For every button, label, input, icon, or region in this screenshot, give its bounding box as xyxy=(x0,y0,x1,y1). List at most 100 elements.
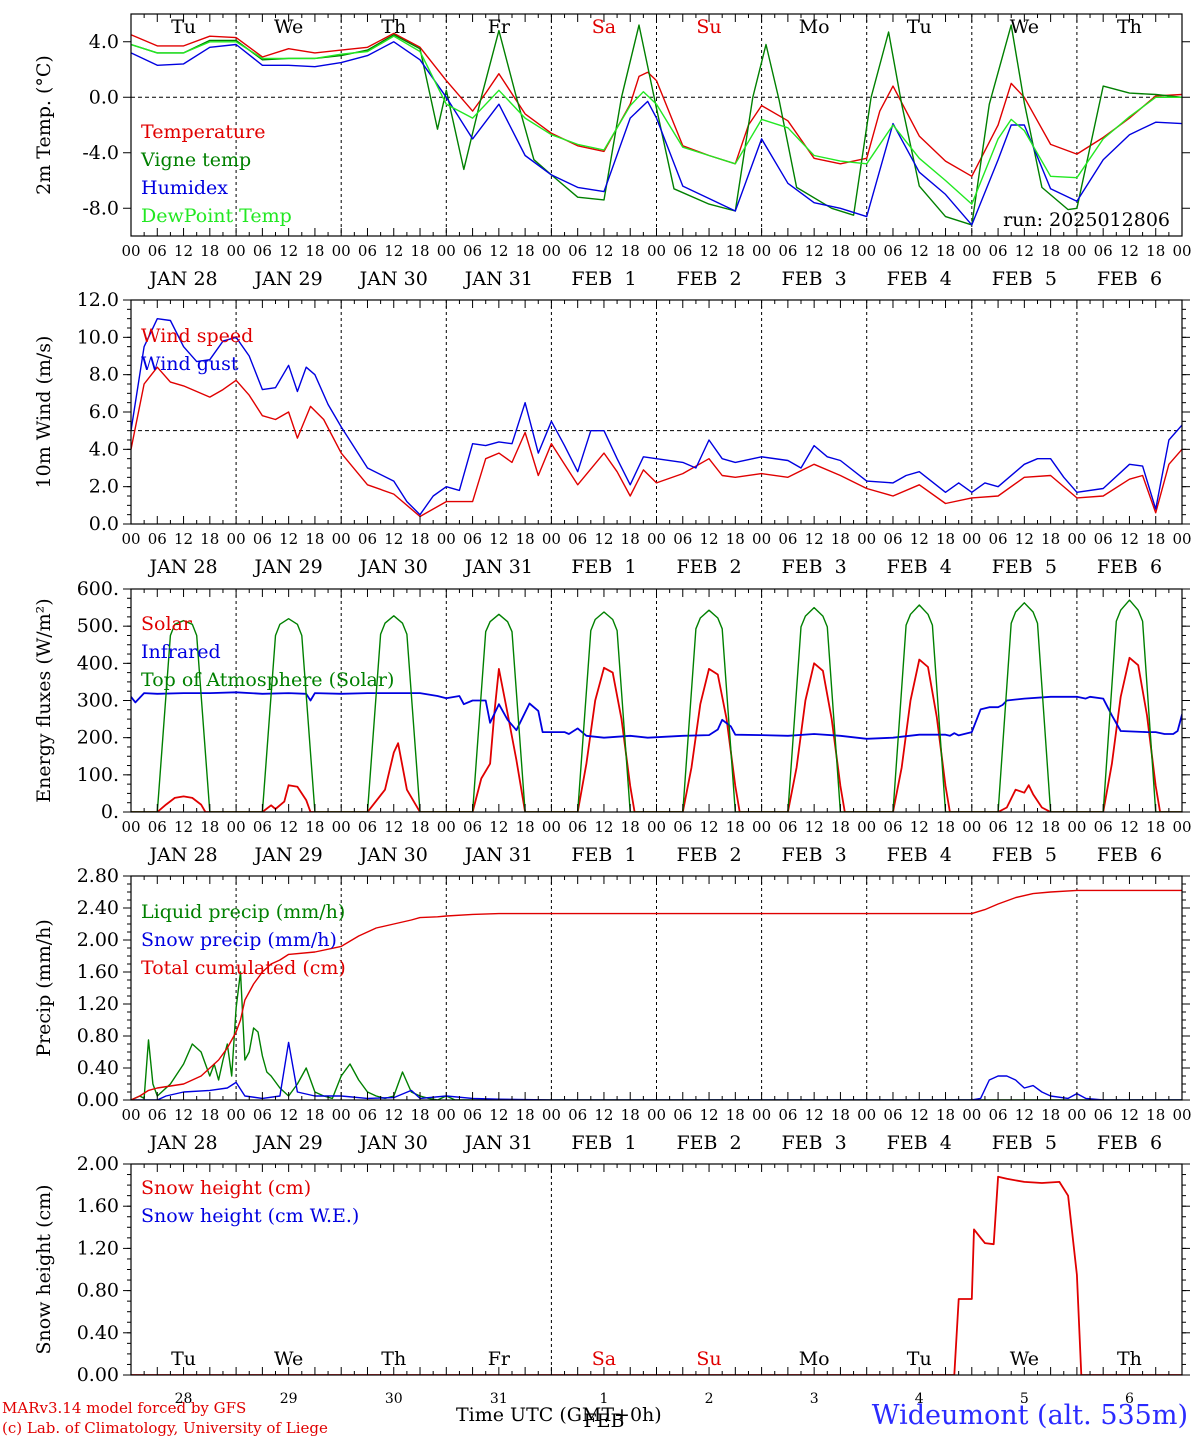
series-line-red xyxy=(131,1175,1182,1375)
day-number-label: 31 xyxy=(490,1391,508,1407)
hour-tick-label: 06 xyxy=(358,530,377,548)
month-label: FEB xyxy=(583,1410,624,1432)
hour-tick-label: 18 xyxy=(936,242,955,260)
hour-tick-label: 12 xyxy=(489,242,508,260)
hour-tick-label: 12 xyxy=(594,1106,613,1124)
hour-tick-label: 12 xyxy=(174,530,193,548)
weekday-label: Th xyxy=(1117,16,1142,38)
hour-tick-label: 00 xyxy=(647,818,666,836)
hour-tick-label: 18 xyxy=(1146,530,1165,548)
y-tick-label: 2.40 xyxy=(77,897,119,919)
date-label: JAN 30 xyxy=(358,556,428,578)
hour-tick-label: 12 xyxy=(910,530,929,548)
legend-entry: Humidex xyxy=(141,177,228,199)
run-label: run: 2025012806 xyxy=(1003,209,1170,231)
hour-tick-label: 12 xyxy=(594,530,613,548)
legend-entry: Vigne temp xyxy=(140,149,251,171)
series-line-lime xyxy=(131,35,1182,205)
legend-entry: DewPoint Temp xyxy=(141,205,292,227)
hour-tick-label: 00 xyxy=(121,818,140,836)
series-line-blue xyxy=(131,691,1182,740)
series-line-red xyxy=(131,656,1182,812)
hour-tick-label: 12 xyxy=(1120,818,1139,836)
hour-tick-label: 18 xyxy=(410,818,429,836)
hour-tick-label: 06 xyxy=(463,530,482,548)
hour-tick-label: 06 xyxy=(673,818,692,836)
hour-tick-label: 12 xyxy=(489,1106,508,1124)
y-tick-label: 4.0 xyxy=(89,31,119,53)
date-label: JAN 31 xyxy=(463,556,533,578)
hour-tick-label: 12 xyxy=(1120,1106,1139,1124)
hour-tick-label: 06 xyxy=(989,242,1008,260)
y-tick-label: 10.0 xyxy=(77,326,119,348)
weekday-label: Fr xyxy=(488,1348,511,1370)
day-number-label: 5 xyxy=(1020,1391,1029,1407)
date-label: JAN 30 xyxy=(358,844,428,866)
y-tick-label: 6.0 xyxy=(89,401,119,423)
hour-tick-label: 18 xyxy=(726,818,745,836)
station-location: Wideumont (alt. 535m) xyxy=(871,1400,1188,1431)
plot-frame xyxy=(130,588,1183,813)
hour-tick-label: 18 xyxy=(305,1106,324,1124)
date-label: JAN 28 xyxy=(147,844,217,866)
day-number-label: 29 xyxy=(280,1391,298,1407)
hour-tick-label: 00 xyxy=(542,1106,561,1124)
hour-tick-label: 06 xyxy=(989,530,1008,548)
y-tick-label: 2.80 xyxy=(77,865,119,887)
hour-tick-label: 12 xyxy=(805,530,824,548)
y-tick-label: 8.0 xyxy=(89,364,119,386)
date-label: JAN 31 xyxy=(463,844,533,866)
hour-tick-label: 18 xyxy=(936,818,955,836)
date-label: FEB 4 xyxy=(887,556,952,578)
weekday-label: Tu xyxy=(907,1348,932,1370)
hour-tick-label: 06 xyxy=(568,1106,587,1124)
hour-tick-label: 06 xyxy=(778,1106,797,1124)
hour-tick-label: 00 xyxy=(962,530,981,548)
day-number-label: 3 xyxy=(810,1391,819,1407)
hour-tick-label: 12 xyxy=(279,818,298,836)
weekday-label: We xyxy=(1010,16,1039,38)
date-label: FEB 1 xyxy=(571,1132,636,1154)
hour-tick-label: 12 xyxy=(910,818,929,836)
hour-tick-label: 00 xyxy=(542,530,561,548)
weekday-label: Tu xyxy=(171,1348,196,1370)
hour-tick-label: 12 xyxy=(279,530,298,548)
hour-tick-label: 00 xyxy=(857,1106,876,1124)
date-label: JAN 29 xyxy=(253,844,323,866)
hour-tick-label: 12 xyxy=(1015,1106,1034,1124)
day-number-label: 2 xyxy=(705,1391,714,1407)
legend-entry: Infrared xyxy=(141,641,221,663)
y-tick-label: 1.20 xyxy=(77,1237,119,1259)
series-line-red xyxy=(131,366,1182,518)
hour-tick-label: 00 xyxy=(121,1106,140,1124)
hour-tick-label: 18 xyxy=(516,818,535,836)
hour-tick-label: 00 xyxy=(752,1106,771,1124)
date-label: FEB 5 xyxy=(992,556,1057,578)
hour-tick-label: 00 xyxy=(332,242,351,260)
hour-tick-label: 00 xyxy=(121,530,140,548)
date-label: JAN 28 xyxy=(147,268,217,290)
hour-tick-label: 18 xyxy=(1146,242,1165,260)
y-tick-label: 100. xyxy=(77,764,119,786)
hour-tick-label: 06 xyxy=(253,818,272,836)
hour-tick-label: 00 xyxy=(542,818,561,836)
hour-tick-label: 00 xyxy=(962,242,981,260)
weekday-label: Tu xyxy=(171,16,196,38)
series-line-red xyxy=(131,889,1182,1100)
series-line-blue xyxy=(131,318,1182,516)
series-group xyxy=(131,318,1182,518)
hour-tick-label: 12 xyxy=(1120,530,1139,548)
hour-tick-label: 00 xyxy=(752,818,771,836)
hour-tick-label: 06 xyxy=(568,530,587,548)
hour-tick-label: 18 xyxy=(621,530,640,548)
hour-tick-label: 18 xyxy=(1041,818,1060,836)
date-label: JAN 31 xyxy=(463,1132,533,1154)
date-label: FEB 3 xyxy=(782,1132,847,1154)
date-label: FEB 3 xyxy=(782,268,847,290)
hour-tick-label: 12 xyxy=(594,818,613,836)
hour-tick-label: 18 xyxy=(516,530,535,548)
legend-entry: Top of Atmosphere (Solar) xyxy=(141,669,394,691)
hour-tick-label: 12 xyxy=(700,530,719,548)
hour-tick-label: 06 xyxy=(883,1106,902,1124)
